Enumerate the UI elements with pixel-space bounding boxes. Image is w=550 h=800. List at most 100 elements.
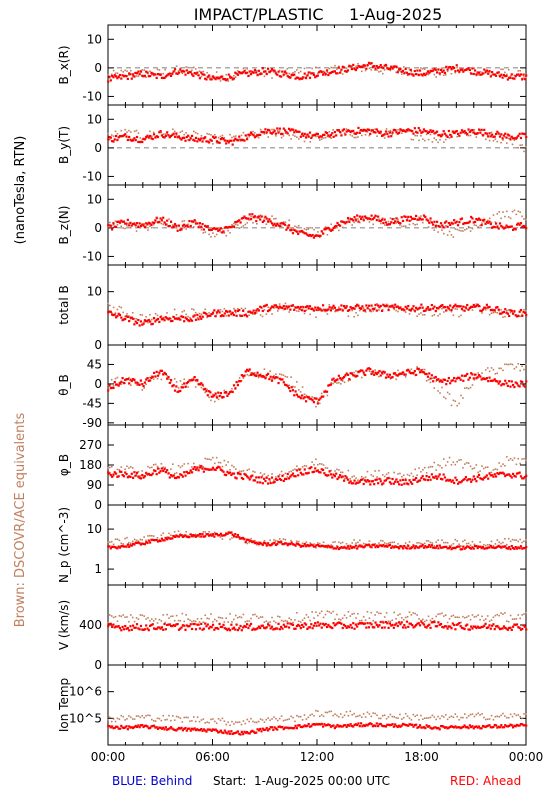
data-point — [331, 476, 334, 479]
data-point — [353, 307, 356, 310]
data-point — [317, 614, 319, 617]
data-point — [434, 131, 437, 134]
y-tick-label: -10 — [82, 89, 102, 103]
data-point — [471, 217, 474, 220]
data-point — [162, 628, 165, 631]
data-point — [270, 67, 274, 71]
data-point — [341, 626, 344, 630]
data-point — [108, 622, 111, 626]
data-point — [447, 307, 450, 310]
data-point — [312, 134, 316, 137]
data-point — [446, 391, 449, 394]
data-point — [345, 70, 348, 73]
data-point — [305, 541, 308, 543]
data-point — [231, 387, 233, 390]
data-point — [451, 546, 454, 550]
data-point — [156, 68, 159, 71]
data-point — [451, 222, 454, 225]
data-point — [147, 629, 150, 632]
data-point — [110, 465, 113, 468]
data-point — [238, 627, 241, 630]
data-point — [487, 72, 490, 75]
data-point — [173, 531, 176, 533]
data-point — [426, 306, 430, 309]
data-point — [223, 77, 226, 81]
data-point — [259, 481, 262, 484]
data-point — [187, 225, 190, 228]
data-point — [437, 307, 440, 310]
data-point — [264, 215, 267, 218]
data-point — [475, 464, 478, 466]
data-point — [179, 68, 182, 71]
data-point — [403, 482, 406, 485]
data-point — [412, 138, 415, 141]
data-point — [212, 143, 214, 145]
data-point — [209, 391, 212, 394]
data-point — [325, 227, 329, 230]
data-point — [404, 305, 407, 308]
data-point — [505, 136, 508, 139]
data-point — [217, 141, 220, 144]
data-point — [215, 626, 219, 630]
data-point — [231, 464, 233, 467]
data-point — [481, 478, 485, 481]
data-point — [297, 224, 300, 227]
data-point — [364, 619, 367, 622]
data-point — [324, 308, 327, 311]
data-point — [173, 476, 177, 480]
y-tick-label: 1 — [94, 562, 102, 576]
data-point — [454, 538, 457, 541]
data-point — [206, 458, 208, 460]
data-point — [183, 70, 186, 73]
data-point — [151, 472, 154, 475]
data-point — [462, 478, 465, 482]
data-point — [449, 545, 452, 549]
data-point — [311, 396, 313, 398]
data-point — [315, 132, 318, 135]
data-point — [307, 307, 310, 310]
data-point — [280, 136, 283, 139]
data-point — [168, 218, 170, 220]
data-point — [137, 318, 140, 322]
data-point — [352, 306, 355, 310]
data-point — [177, 464, 180, 467]
data-point — [450, 548, 453, 551]
data-point — [357, 304, 360, 307]
data-point — [387, 135, 390, 138]
data-point — [374, 621, 377, 624]
data-point — [355, 370, 357, 372]
data-point — [336, 129, 339, 132]
data-point — [152, 74, 155, 77]
data-point — [246, 67, 249, 70]
data-point — [146, 71, 149, 74]
data-point — [210, 134, 212, 136]
data-point — [387, 542, 390, 544]
data-point — [380, 612, 382, 615]
data-point — [128, 382, 131, 385]
data-point — [442, 130, 445, 133]
data-point — [290, 228, 293, 232]
data-point — [214, 532, 217, 536]
data-point — [147, 136, 150, 139]
data-point — [363, 622, 367, 625]
data-point — [173, 619, 176, 622]
data-point — [292, 72, 294, 74]
data-point — [236, 629, 240, 632]
data-point — [410, 472, 413, 475]
data-point — [285, 383, 288, 387]
data-point — [314, 545, 317, 548]
data-point — [366, 610, 369, 613]
data-point — [166, 536, 168, 538]
data-point — [328, 131, 331, 133]
data-point — [173, 317, 177, 320]
data-point — [396, 132, 399, 135]
data-point — [252, 470, 254, 473]
data-point — [387, 307, 390, 309]
data-point — [126, 313, 128, 315]
data-point — [381, 373, 384, 376]
data-point — [259, 626, 262, 630]
data-point — [460, 307, 464, 311]
data-point — [255, 135, 258, 138]
data-point — [122, 545, 126, 548]
data-point — [338, 541, 340, 544]
